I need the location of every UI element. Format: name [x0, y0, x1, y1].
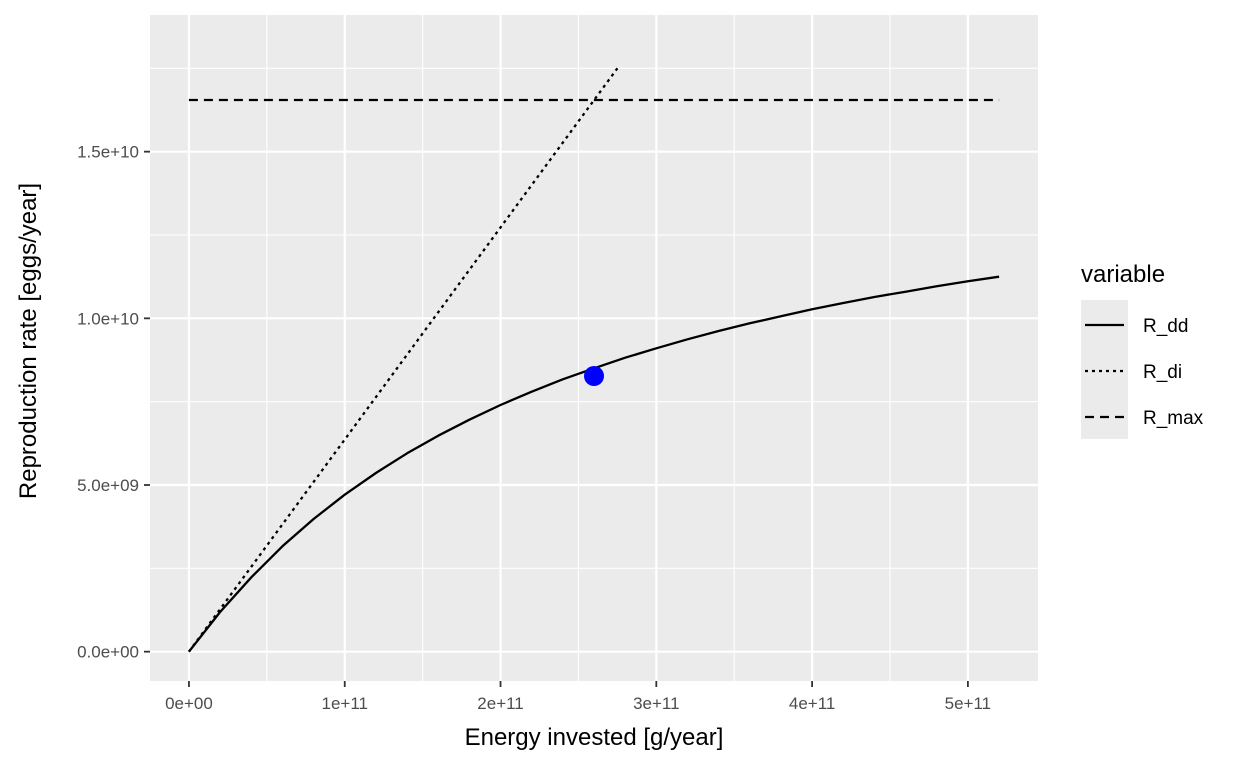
- x-axis-title: Energy invested [g/year]: [465, 724, 724, 751]
- minor-gridlines: [150, 15, 1038, 681]
- points-layer: [584, 366, 604, 386]
- highlight-point: [584, 366, 604, 386]
- plot-panel: [150, 15, 1038, 681]
- y-tick-label: 0.0e+00: [77, 643, 139, 662]
- legend-label: R_di: [1143, 362, 1182, 383]
- y-axis-title: Reproduction rate [eggs/year]: [15, 183, 42, 499]
- x-tick-label: 4e+11: [789, 694, 835, 713]
- y-tick-label: 1.5e+10: [77, 143, 139, 162]
- legend-key-background: [1081, 300, 1128, 439]
- y-tick-label: 1.0e+10: [77, 309, 139, 328]
- legend: variable R_dd R_di R_max: [1081, 261, 1204, 439]
- x-tick-label: 1e+11: [321, 694, 367, 713]
- x-tick-label: 5e+11: [945, 694, 991, 713]
- legend-title: variable: [1081, 261, 1165, 288]
- legend-label: R_dd: [1143, 316, 1188, 337]
- x-tick-label: 2e+11: [477, 694, 523, 713]
- y-axis: 0.0e+00 5.0e+09 1.0e+10 1.5e+10: [77, 143, 150, 662]
- series-line-r-di: [187, 67, 619, 653]
- y-tick-label: 5.0e+09: [77, 476, 139, 495]
- legend-items: R_dd R_di R_max: [1085, 316, 1204, 429]
- x-tick-label: 0e+00: [165, 694, 213, 713]
- x-tick-label: 3e+11: [633, 694, 679, 713]
- x-axis: 0e+00 1e+11 2e+11 3e+11 4e+11 5e+11: [165, 681, 991, 713]
- legend-label: R_max: [1143, 408, 1204, 429]
